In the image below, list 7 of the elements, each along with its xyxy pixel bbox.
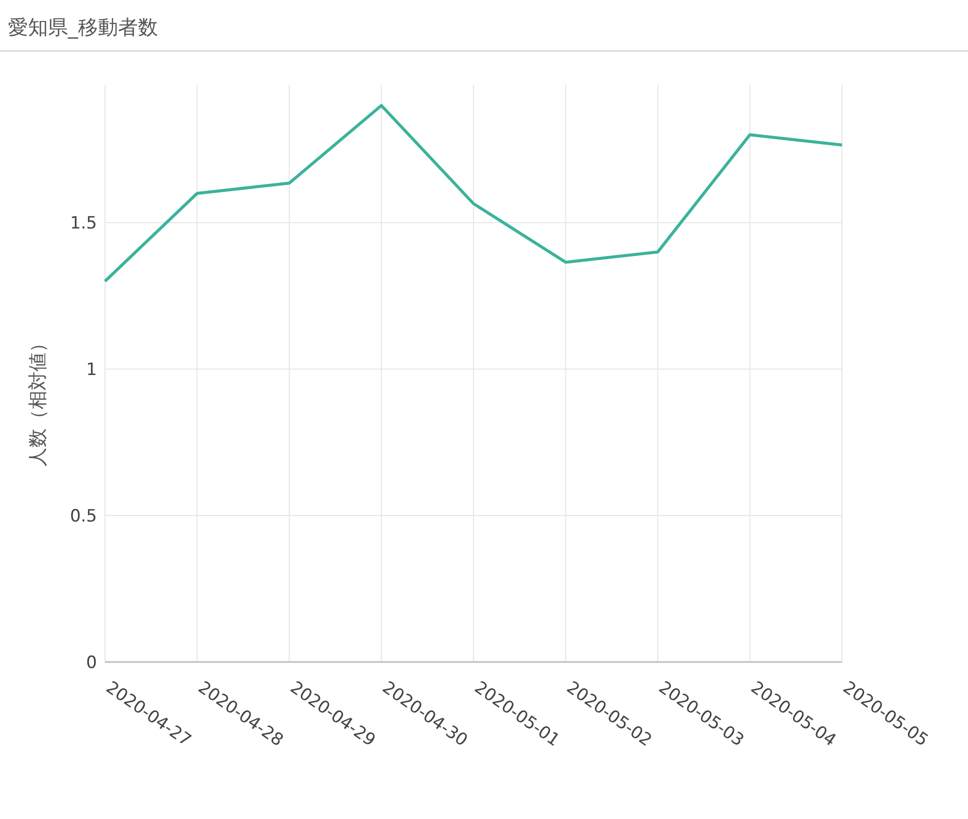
line-series — [104, 104, 844, 283]
y-tick-label: 1 — [86, 360, 97, 380]
y-axis-title: 人数（相対値） — [27, 334, 49, 466]
chart-title: 愛知県_移動者数 — [8, 15, 158, 39]
y-tick-label: 0.5 — [70, 506, 97, 527]
y-tick-label: 0 — [86, 653, 97, 673]
y-tick-label: 1.5 — [70, 214, 97, 234]
